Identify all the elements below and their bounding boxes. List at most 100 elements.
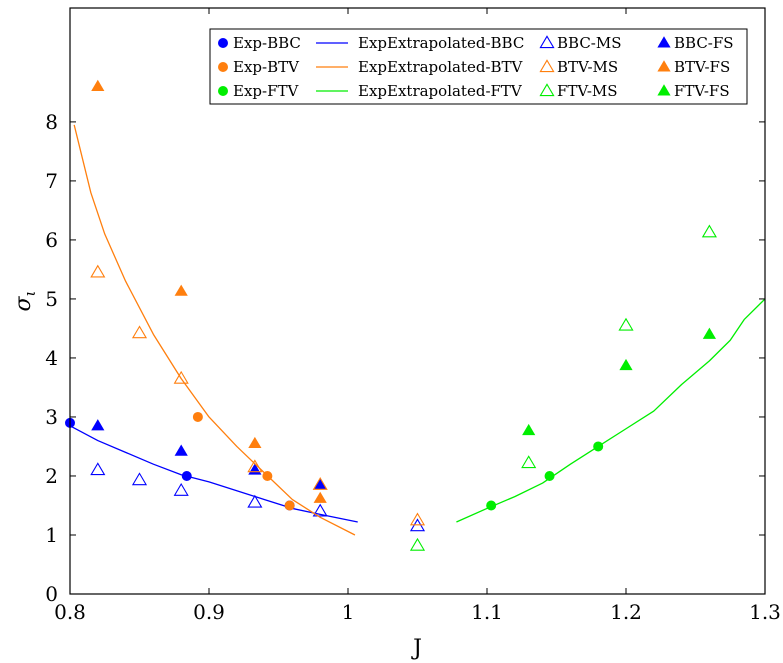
legend-box (209, 28, 748, 105)
legend-label: BBC-MS (557, 34, 622, 52)
x-tick-label: 1.1 (471, 600, 503, 624)
legend-label: FTV-FS (674, 82, 730, 100)
legend-entry-ftv-fs: FTV-FS (657, 82, 730, 100)
data-point (131, 325, 148, 339)
series-line (73, 124, 356, 536)
legend-dot-swatch (218, 38, 228, 48)
data-point (173, 482, 189, 496)
legend-label: ExpExtrapolated-BTV (358, 58, 524, 76)
legend-open-triangle-swatch (539, 35, 555, 49)
y-tick-label: 1 (45, 523, 58, 547)
legend-entry-btv-ms: BTV-MS (539, 58, 618, 76)
y-tick-label: 6 (45, 228, 58, 252)
legend-entry-expextrapolated-ftv: ExpExtrapolated-FTV (316, 82, 523, 100)
legend-entry-expextrapolated-btv: ExpExtrapolated-BTV (316, 58, 524, 76)
data-point (284, 500, 295, 511)
x-tick-label: 1.3 (749, 600, 781, 624)
series-btv-fs (91, 79, 327, 503)
y-tick-label: 4 (45, 346, 58, 370)
y-tick-label: 7 (45, 169, 58, 193)
data-point (192, 411, 203, 422)
legend-dot-swatch (218, 86, 228, 96)
legend-entry-exp-ftv: Exp-FTV (218, 82, 299, 100)
legend-label: Exp-BBC (233, 34, 301, 52)
data-point (90, 462, 106, 476)
series-exp-ftv (486, 441, 604, 511)
data-point (247, 459, 263, 473)
data-point (90, 264, 106, 278)
y-tick-label: 2 (45, 464, 58, 488)
legend-entry-exp-btv: Exp-BTV (218, 58, 300, 76)
legend-label: ExpExtrapolated-FTV (358, 82, 523, 100)
legend-filled-triangle-swatch (657, 36, 671, 48)
data-point (702, 327, 716, 339)
legend-entry-bbc-ms: BBC-MS (539, 34, 622, 52)
data-point (521, 455, 537, 469)
legend-open-triangle-swatch (539, 83, 555, 97)
legend-label: BTV-FS (674, 58, 730, 76)
x-axis-label: J (411, 636, 422, 661)
legend-label: ExpExtrapolated-BBC (358, 34, 524, 52)
legend-entry-btv-fs: BTV-FS (657, 58, 730, 76)
legend-entry-bbc-fs: BBC-FS (657, 34, 734, 52)
legend-label: BBC-FS (674, 34, 734, 52)
series-exp-bbc (65, 417, 295, 511)
series-line (456, 298, 766, 523)
legend-open-triangle-swatch (539, 59, 555, 73)
legend: Exp-BBC ExpExtrapolated-BBC BBC-MS BBC-FS Ex… (209, 28, 748, 105)
data-point (312, 477, 328, 490)
data-point (131, 472, 148, 486)
data-point (522, 423, 536, 436)
series-ftv-fs (522, 327, 716, 436)
series-bbc-fs (91, 419, 327, 490)
series-expextrapolated-ftv (456, 298, 766, 523)
data-point (409, 512, 426, 526)
data-point (544, 470, 555, 481)
legend-dot-swatch (218, 62, 228, 72)
plot-frame (69, 7, 766, 595)
series-expextrapolated-btv (73, 124, 356, 536)
data-point (91, 79, 105, 92)
series-btv-ms (90, 264, 426, 526)
data-point (313, 478, 327, 490)
x-tick-label: 1.2 (610, 600, 642, 624)
data-point (618, 317, 634, 331)
x-tick-label: 0.8 (54, 600, 86, 624)
data-point (174, 284, 188, 296)
data-point (247, 494, 263, 508)
y-tick-label: 5 (45, 287, 58, 311)
data-point (248, 436, 262, 449)
data-point (409, 537, 426, 551)
legend-label: FTV-MS (557, 82, 618, 100)
y-tick-label: 3 (45, 405, 58, 429)
data-point (174, 444, 188, 456)
data-point (701, 224, 717, 238)
data-point (619, 358, 633, 371)
y-axis-label-main: σ (11, 295, 36, 311)
y-tick-label: 0 (45, 582, 58, 606)
legend-filled-triangle-swatch (657, 60, 671, 72)
legend-label: Exp-FTV (233, 82, 299, 100)
legend-entry-expextrapolated-bbc: ExpExtrapolated-BBC (316, 34, 524, 52)
legend-entry-ftv-ms: FTV-MS (539, 82, 618, 100)
series-ftv-ms (409, 224, 717, 551)
series-exp-btv (192, 411, 295, 511)
series-expextrapolated-bbc (69, 425, 358, 523)
x-tick-label: 0.9 (193, 600, 225, 624)
legend-entry-exp-bbc: Exp-BBC (218, 34, 301, 52)
series-line (69, 425, 358, 523)
legend-filled-triangle-swatch (657, 84, 671, 96)
legend-label: BTV-MS (557, 58, 618, 76)
data-point (313, 491, 327, 503)
data-point (91, 419, 105, 431)
x-tick-label: 1 (342, 600, 355, 624)
data-point (173, 370, 189, 384)
legend-label: Exp-BTV (233, 58, 300, 76)
data-layer (65, 79, 766, 551)
y-tick-label: 8 (45, 110, 58, 134)
y-axis-label-subscript: ι (21, 291, 39, 297)
ticks-layer: 0.8 0.9 1 1.1 1.2 1.3 0 1 2 3 4 5 6 7 8 (45, 8, 781, 624)
y-axis-label: σι (11, 291, 39, 312)
